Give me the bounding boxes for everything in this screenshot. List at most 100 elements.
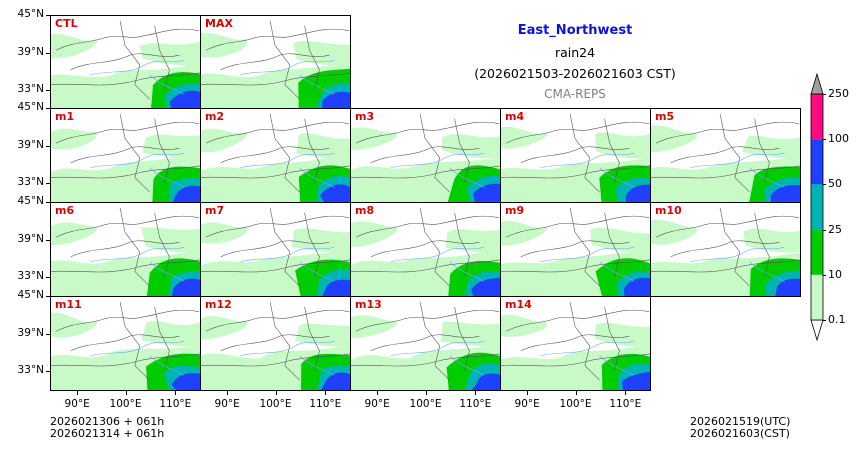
member-label: m7 <box>205 204 225 217</box>
precip-light-area <box>651 125 698 153</box>
precip-very-heavy-area <box>169 90 200 109</box>
lon-tick <box>475 391 477 395</box>
precip-map <box>501 301 650 390</box>
lon-tick <box>625 391 627 395</box>
member-label: m2 <box>205 110 225 123</box>
province-border <box>154 118 170 183</box>
precip-very-heavy-area <box>775 278 800 296</box>
river <box>599 261 635 282</box>
member-label: m12 <box>205 298 232 311</box>
river <box>149 167 185 188</box>
province-border <box>304 25 320 90</box>
colorbar-level-label: 50 <box>828 177 842 191</box>
province-border <box>51 165 200 179</box>
province-border <box>569 301 600 381</box>
precip-light-area <box>501 220 548 246</box>
province-border <box>55 28 200 51</box>
lat-tick-label: 33°N <box>17 176 44 189</box>
province-border <box>205 28 350 51</box>
colorbar-segment <box>811 229 823 275</box>
province-border <box>154 306 170 371</box>
province-border <box>351 353 500 367</box>
precip-light-area <box>590 227 650 253</box>
river <box>390 246 485 263</box>
precip-map <box>51 20 200 109</box>
river <box>390 340 485 357</box>
lon-tick-label: 110°E <box>609 398 642 410</box>
lon-tick <box>175 391 177 395</box>
member-label: m14 <box>505 298 532 311</box>
member-label: m11 <box>55 298 82 311</box>
province-border <box>355 309 500 332</box>
variable-name: rain24 <box>554 45 596 60</box>
province-border <box>719 113 750 193</box>
precip-very-heavy-area <box>321 372 350 390</box>
precip-very-heavy-area <box>770 185 800 202</box>
province-border <box>501 165 650 179</box>
province-border <box>70 146 180 164</box>
river <box>540 152 635 169</box>
river <box>690 246 785 263</box>
precip-light-area <box>201 316 248 340</box>
precip-map <box>651 207 800 296</box>
member-label: m13 <box>355 298 382 311</box>
lon-tick-label: 110°E <box>459 398 492 410</box>
lon-tick <box>227 391 229 395</box>
province-border <box>154 25 170 90</box>
river <box>449 261 485 282</box>
lat-tick <box>46 296 50 297</box>
colorbar-tick <box>823 139 826 141</box>
ensemble-panel: m2 <box>200 108 351 203</box>
precip-very-heavy-area <box>625 184 650 202</box>
precip-very-heavy-area <box>472 183 500 202</box>
precip-map <box>351 301 500 390</box>
ensemble-panel: m5 <box>650 108 801 203</box>
colorbar-tick <box>823 274 826 276</box>
lon-tick-label: 110°E <box>309 398 342 410</box>
colorbar-segment <box>811 94 823 140</box>
precip-light-area <box>651 219 698 245</box>
colorbar-level-label: 10 <box>828 267 842 281</box>
precip-light-area <box>741 135 800 159</box>
province-border <box>719 207 750 287</box>
river <box>299 261 335 282</box>
lon-tick <box>575 391 577 395</box>
river <box>449 167 485 188</box>
river <box>749 167 785 188</box>
precip-light-area <box>351 221 398 248</box>
precip-light-area <box>51 128 98 150</box>
province-border <box>220 53 330 71</box>
river <box>90 246 185 263</box>
lon-tick <box>325 391 327 395</box>
river <box>90 152 185 169</box>
province-border <box>269 301 300 381</box>
lon-tick <box>125 391 127 395</box>
province-border <box>604 306 620 371</box>
lon-tick <box>527 391 529 395</box>
member-label: m4 <box>505 110 525 123</box>
province-border <box>70 240 180 258</box>
lat-tick-label: 33°N <box>17 83 44 96</box>
lat-tick <box>46 15 50 16</box>
lon-tick <box>377 391 379 395</box>
province-border <box>454 212 470 277</box>
lon-tick-label: 100°E <box>409 398 442 410</box>
precip-light-area <box>594 322 650 347</box>
river <box>299 74 335 95</box>
lat-tick-label: 45°N <box>17 289 44 301</box>
precip-very-heavy-area <box>622 371 650 390</box>
lat-tick-label: 39°N <box>17 327 44 339</box>
precip-light-area <box>441 321 500 347</box>
province-border <box>355 121 500 144</box>
precip-light-area <box>351 315 398 339</box>
precip-light-area <box>291 228 350 253</box>
lat-tick <box>46 183 50 185</box>
river <box>149 261 185 282</box>
ensemble-panel: m3 <box>350 108 501 203</box>
ensemble-panel: m9 <box>500 202 651 297</box>
river <box>390 152 485 169</box>
province-border <box>754 118 770 183</box>
lon-tick <box>77 391 79 395</box>
lon-tick-label: 110°E <box>159 398 192 410</box>
lat-tick-label: 33°N <box>17 270 44 283</box>
